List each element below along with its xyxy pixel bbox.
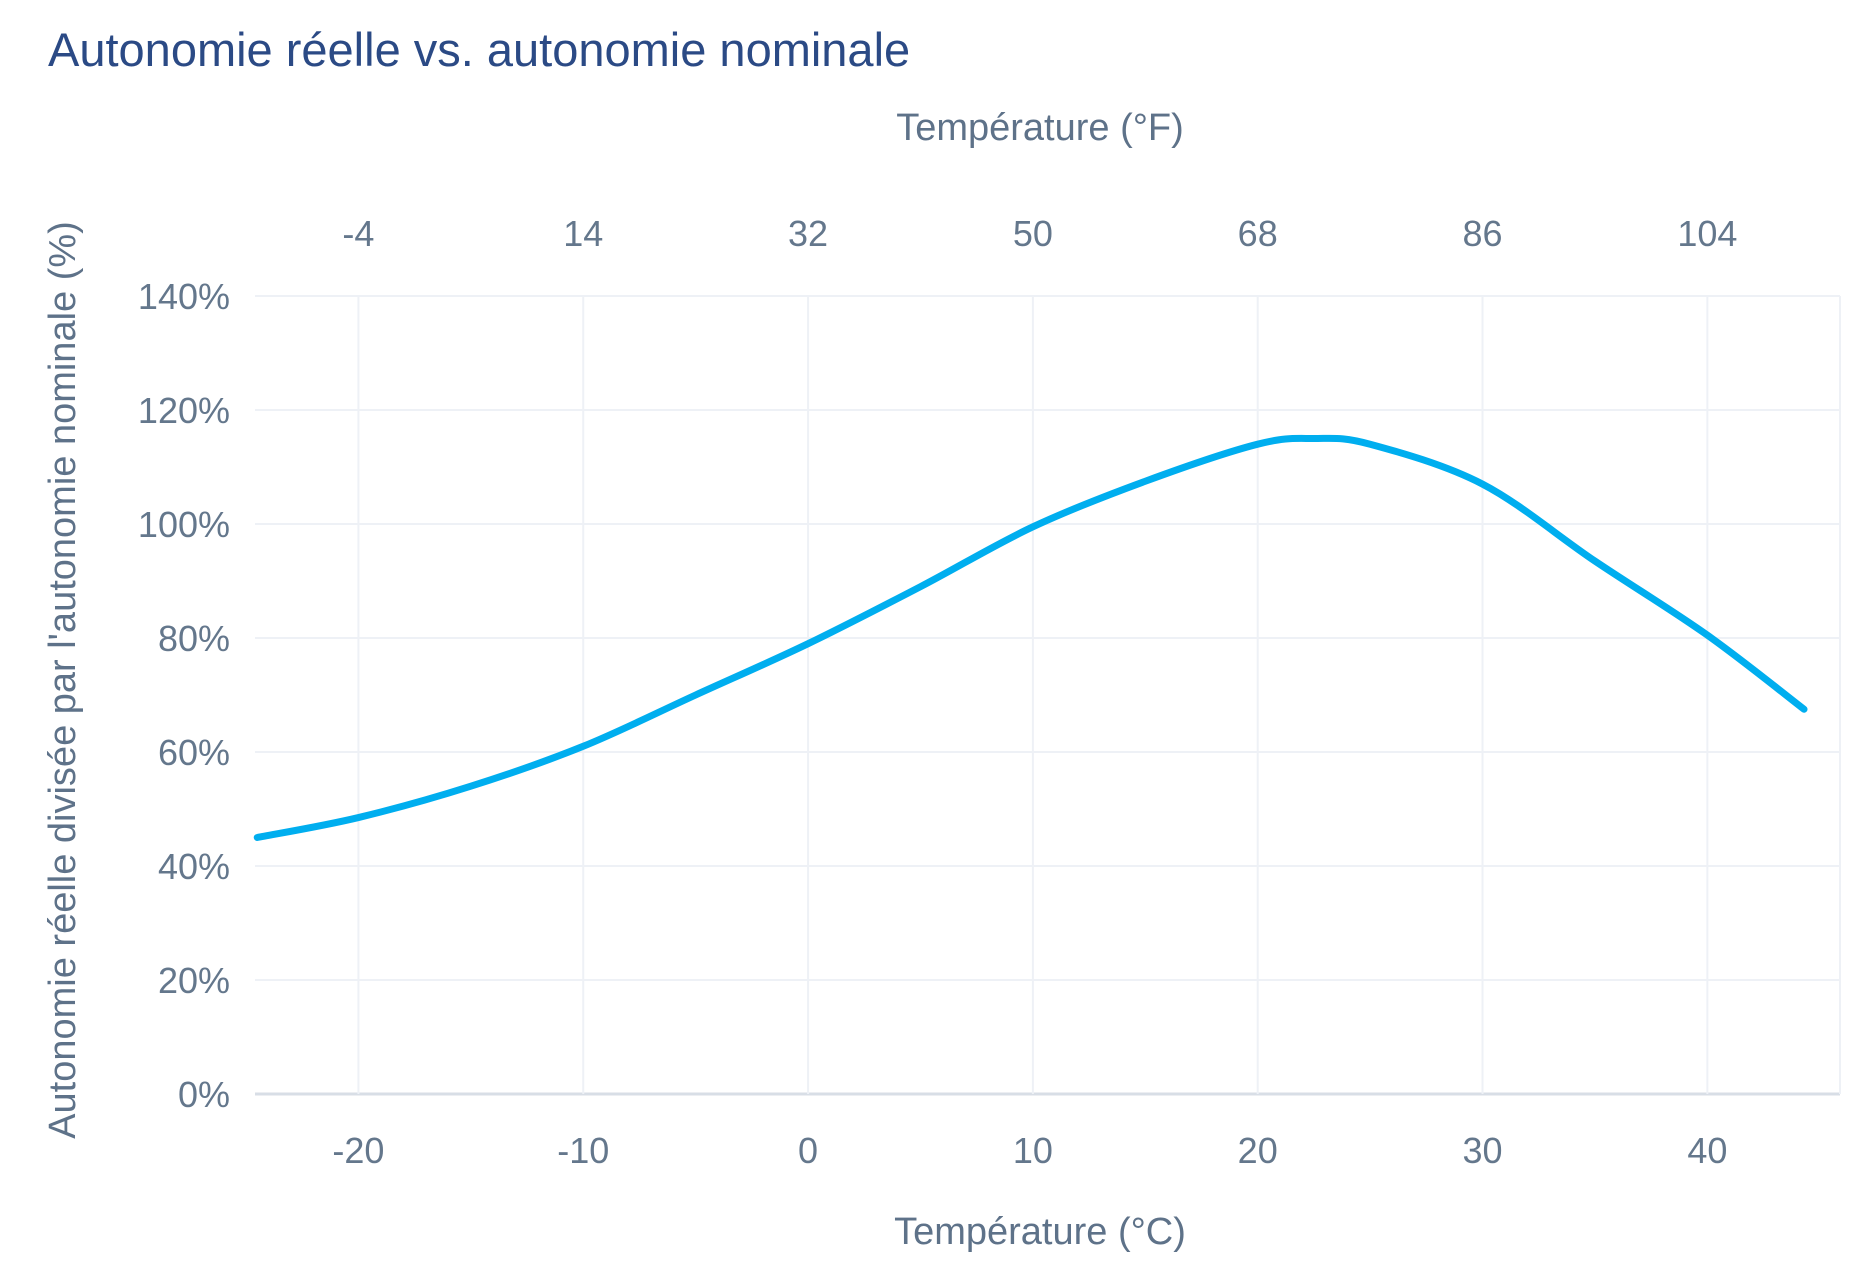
series-layer bbox=[253, 434, 1808, 841]
x-tick-label-celsius: 40 bbox=[1687, 1130, 1727, 1171]
series-curve bbox=[253, 434, 1808, 841]
x-tick-label-fahrenheit: 86 bbox=[1463, 213, 1503, 254]
x-bottom-axis-title: Température (°C) bbox=[894, 1211, 1186, 1253]
x-tick-label-fahrenheit: -4 bbox=[342, 213, 374, 254]
x-top-axis-title: Température (°F) bbox=[896, 107, 1184, 149]
y-tick-label: 0% bbox=[178, 1074, 230, 1115]
y-axis-title: Autonomie réelle divisée par l'autonomie… bbox=[42, 221, 84, 1139]
x-tick-label-fahrenheit: 14 bbox=[563, 213, 603, 254]
y-tick-label: 20% bbox=[158, 960, 230, 1001]
y-tick-label: 60% bbox=[158, 732, 230, 773]
x-tick-label-celsius: 0 bbox=[798, 1130, 818, 1171]
y-tick-label: 120% bbox=[138, 390, 230, 431]
x-tick-label-celsius: 30 bbox=[1463, 1130, 1503, 1171]
x-tick-label-celsius: -10 bbox=[557, 1130, 609, 1171]
y-tick-label: 80% bbox=[158, 618, 230, 659]
x-tick-label-fahrenheit: 50 bbox=[1013, 213, 1053, 254]
x-tick-label-fahrenheit: 32 bbox=[788, 213, 828, 254]
tick-layer: 0% 20% 40% 60% 80% 100% 120% 140% -20 -10 0 10 20 30 4… bbox=[138, 213, 1737, 1171]
y-tick-label: 100% bbox=[138, 504, 230, 545]
y-tick-label: 40% bbox=[158, 846, 230, 887]
x-tick-label-fahrenheit: 104 bbox=[1677, 213, 1737, 254]
x-tick-label-celsius: 10 bbox=[1013, 1130, 1053, 1171]
x-tick-label-celsius: -20 bbox=[332, 1130, 384, 1171]
x-tick-label-fahrenheit: 68 bbox=[1238, 213, 1278, 254]
chart-title: Autonomie réelle vs. autonomie nominale bbox=[48, 23, 910, 76]
x-tick-label-celsius: 20 bbox=[1238, 1130, 1278, 1171]
grid-layer bbox=[255, 295, 1841, 1096]
y-tick-label: 140% bbox=[138, 276, 230, 317]
